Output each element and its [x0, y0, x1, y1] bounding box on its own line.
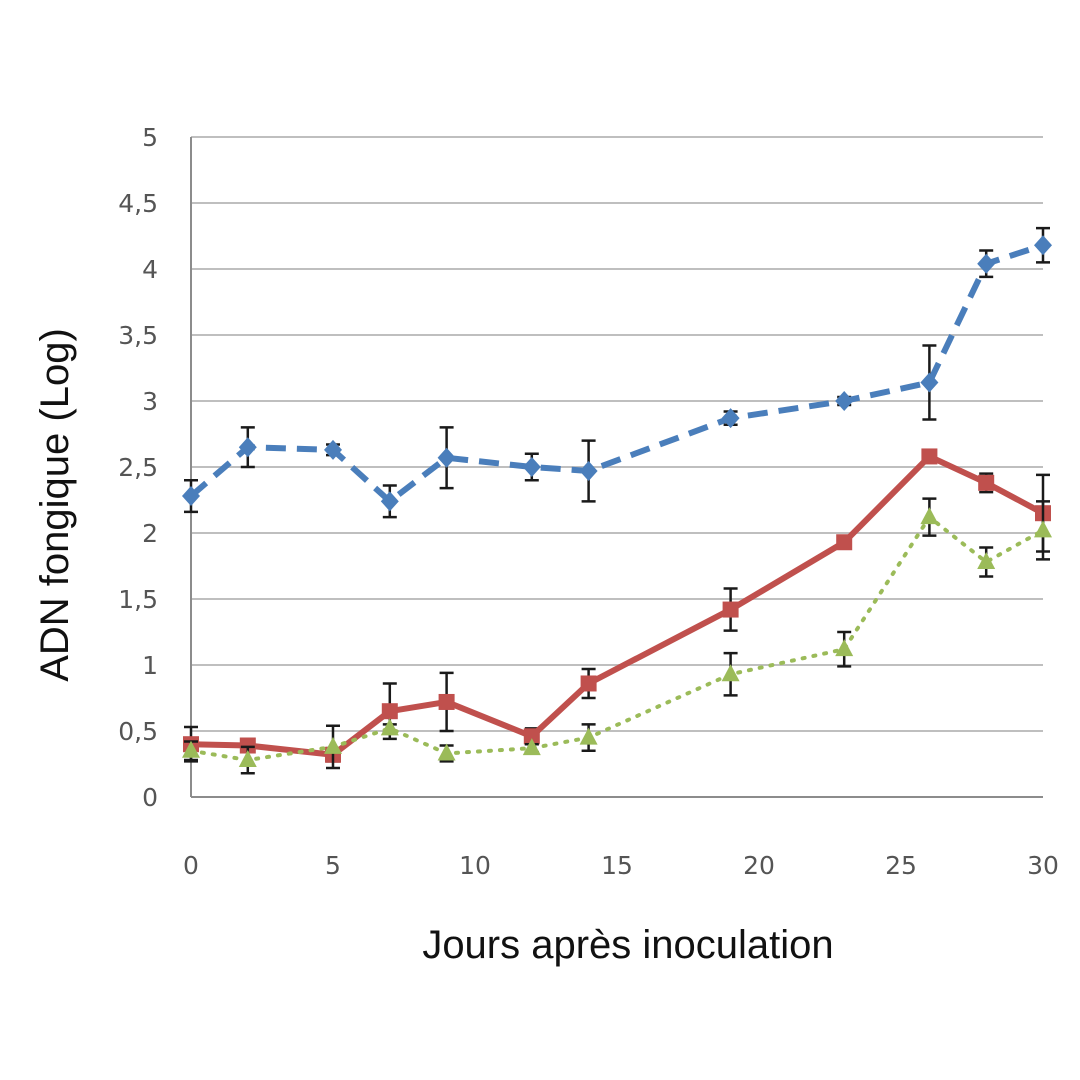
y-tick-label: 0,5 — [118, 717, 158, 746]
data-point-blue — [324, 439, 342, 460]
data-point-red — [381, 703, 398, 720]
data-point-green — [835, 639, 854, 657]
x-tick-label: 25 — [885, 851, 917, 880]
data-point-blue — [437, 447, 456, 468]
x-axis-title: Jours après inoculation — [422, 923, 833, 967]
series-line-green — [189, 515, 1045, 763]
data-point-blue — [579, 460, 598, 481]
y-tick-label: 4,5 — [118, 189, 158, 218]
data-point-green — [977, 552, 996, 570]
data-point-green — [579, 727, 598, 745]
data-point-green — [1034, 520, 1052, 538]
data-point-blue — [522, 457, 541, 477]
data-point-green — [238, 750, 257, 768]
y-tick-label: 0 — [142, 783, 158, 812]
data-point-blue — [182, 486, 200, 507]
series-layer — [182, 226, 1052, 775]
data-point-red — [978, 474, 995, 491]
data-point-red — [921, 448, 938, 465]
data-point-blue — [977, 253, 996, 274]
series-line-red — [188, 453, 1046, 758]
data-point-red — [836, 534, 853, 551]
data-point-red — [523, 728, 540, 745]
series-blue — [182, 226, 1052, 519]
data-point-blue — [835, 391, 854, 411]
y-tick-label: 4 — [142, 255, 158, 284]
data-point-blue — [380, 491, 399, 512]
y-tick-label: 2,5 — [118, 453, 158, 482]
data-point-green — [721, 664, 740, 682]
data-point-green — [437, 743, 456, 761]
data-point-blue — [1034, 235, 1052, 256]
series-green — [182, 497, 1052, 775]
gridlines — [190, 136, 1043, 798]
y-tick-label: 2 — [142, 519, 158, 548]
x-tick-label: 10 — [459, 851, 491, 880]
x-axis-tick-labels: 0 5 10 15 20 25 30 — [183, 851, 1059, 880]
y-tick-label: 5 — [142, 123, 158, 152]
data-point-green — [920, 507, 939, 525]
x-tick-label: 15 — [601, 851, 633, 880]
x-tick-label: 5 — [325, 851, 341, 880]
y-tick-label: 3 — [142, 387, 158, 416]
data-point-red — [239, 737, 256, 754]
series-line-blue — [189, 242, 1044, 505]
y-tick-label: 1,5 — [118, 585, 158, 614]
data-point-blue — [238, 437, 257, 458]
data-point-green — [182, 740, 200, 758]
data-point-green — [380, 718, 399, 736]
data-point-red — [580, 675, 597, 692]
y-axis-tick-labels: 0 0,5 1 1,5 2 2,5 3 3,5 4 4,5 5 — [118, 123, 158, 812]
series-red — [183, 448, 1051, 763]
y-axis-title: ADN fongique (Log) — [33, 328, 77, 682]
y-tick-label: 1 — [142, 651, 158, 680]
data-point-red — [722, 601, 739, 618]
x-tick-label: 30 — [1027, 851, 1059, 880]
data-point-blue — [920, 372, 939, 393]
x-tick-label: 20 — [743, 851, 775, 880]
data-point-red — [438, 693, 455, 710]
y-tick-label: 3,5 — [118, 321, 158, 350]
data-point-green — [522, 738, 541, 756]
data-point-green — [324, 736, 342, 754]
data-point-blue — [721, 408, 740, 429]
x-tick-label: 0 — [183, 851, 199, 880]
